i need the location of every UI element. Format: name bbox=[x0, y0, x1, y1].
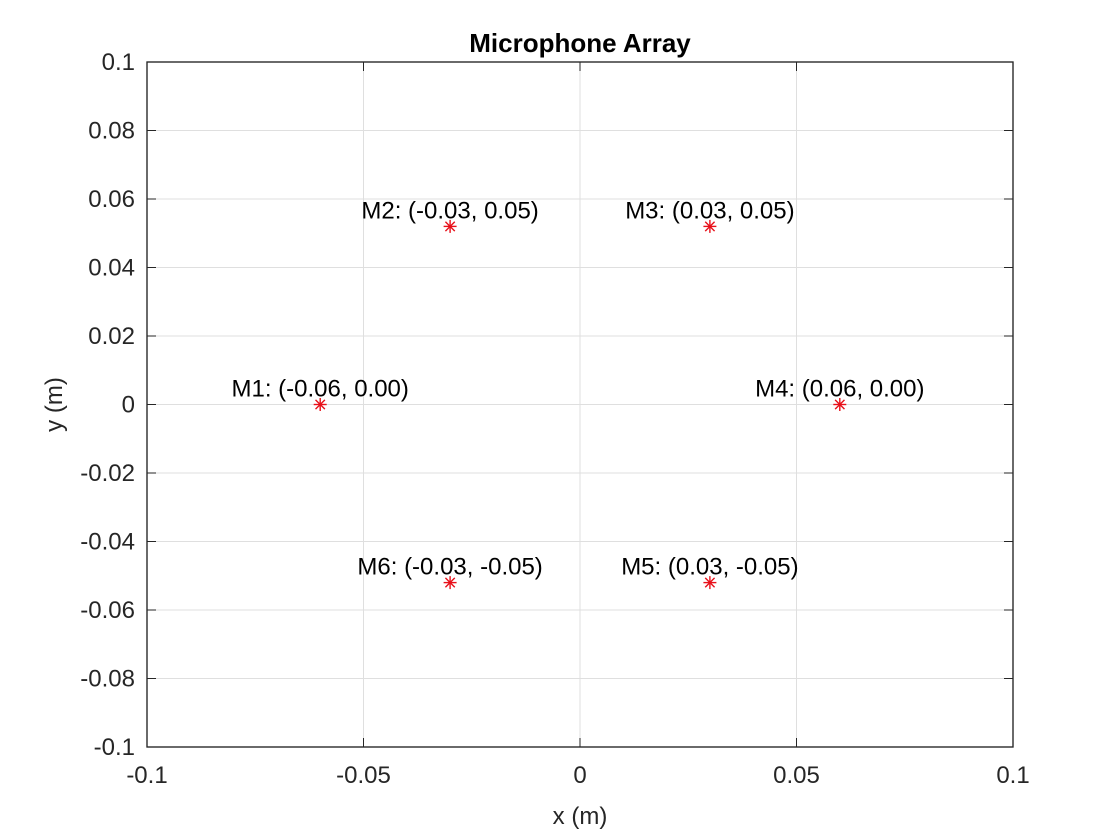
point-label: M3: (0.03, 0.05) bbox=[625, 197, 794, 224]
data-point-marker bbox=[703, 219, 717, 233]
data-point-marker bbox=[313, 398, 327, 411]
point-label: M5: (0.03, -0.05) bbox=[621, 554, 798, 581]
data-point-marker bbox=[833, 398, 847, 411]
x-tick-label: 0.05 bbox=[773, 762, 820, 789]
y-axis-tick-labels: -0.1 -0.08 -0.06 -0.04 -0.02 0 0.02 0.04 0.06 0.0… bbox=[80, 49, 135, 761]
x-axis-tick-labels: -0.1 -0.05 0 0.05 0.1 bbox=[126, 762, 1029, 789]
y-tick-label: 0.02 bbox=[88, 323, 135, 350]
point-label: M1: (-0.06, 0.00) bbox=[231, 376, 408, 403]
data-points bbox=[313, 219, 847, 590]
y-tick-label: -0.02 bbox=[80, 460, 135, 487]
data-point-marker bbox=[703, 576, 717, 590]
point-label: M2: (-0.03, 0.05) bbox=[361, 197, 538, 224]
x-tick-label: 0.1 bbox=[996, 762, 1029, 789]
y-tick-label: 0 bbox=[122, 392, 135, 419]
chart-title: Microphone Array bbox=[469, 28, 691, 58]
y-tick-label: 0.08 bbox=[88, 118, 135, 145]
data-point-marker bbox=[443, 576, 457, 590]
point-labels: M1: (-0.06, 0.00) M2: (-0.03, 0.05) M3: (0… bbox=[231, 197, 924, 580]
y-tick-label: 0.1 bbox=[102, 49, 135, 76]
data-point-marker bbox=[443, 219, 457, 233]
x-tick-label: -0.05 bbox=[336, 762, 391, 789]
x-tick-label: 0 bbox=[573, 762, 586, 789]
y-tick-label: 0.06 bbox=[88, 186, 135, 213]
y-axis-label: y (m) bbox=[41, 377, 68, 432]
y-tick-label: 0.04 bbox=[88, 255, 135, 282]
x-axis-label: x (m) bbox=[553, 803, 608, 830]
y-tick-label: -0.1 bbox=[94, 734, 135, 761]
point-label: M4: (0.06, 0.00) bbox=[755, 376, 924, 403]
point-label: M6: (-0.03, -0.05) bbox=[357, 554, 542, 581]
axes-frame bbox=[146, 61, 1014, 748]
x-tick-label: -0.1 bbox=[126, 762, 167, 789]
y-tick-label: -0.08 bbox=[80, 666, 135, 693]
y-tick-label: -0.04 bbox=[80, 529, 135, 556]
y-tick-label: -0.06 bbox=[80, 597, 135, 624]
